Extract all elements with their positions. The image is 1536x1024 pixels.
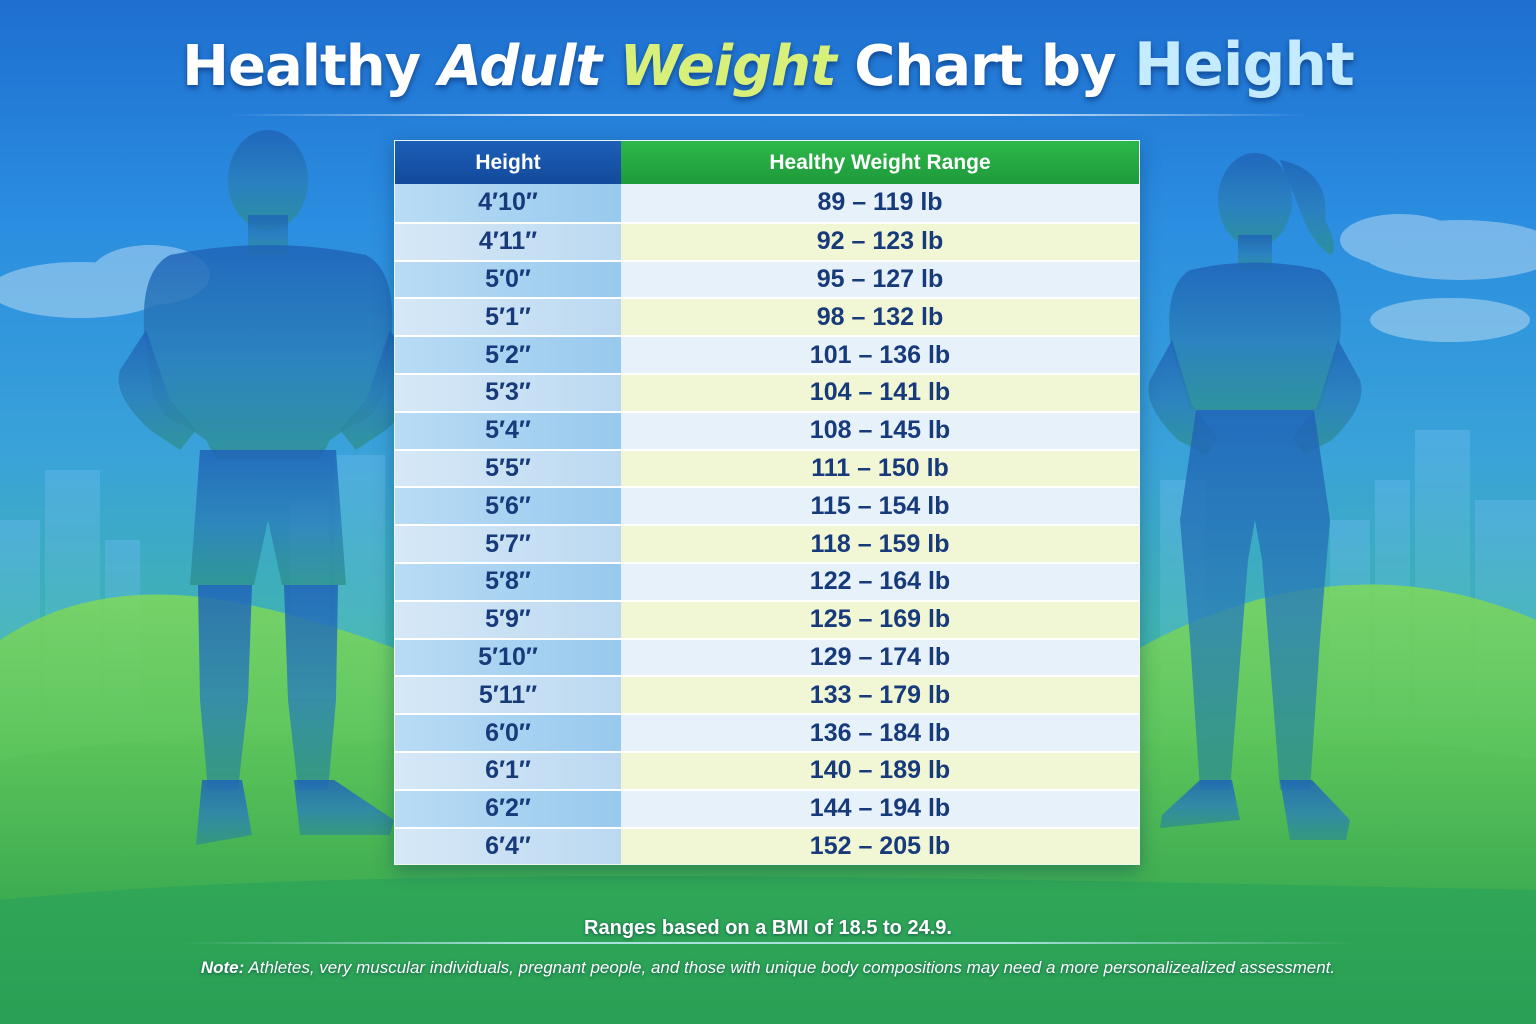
- height-cell: 5′9″: [395, 601, 621, 638]
- table-row: 5′5″ 111 – 150 lb: [395, 448, 1139, 487]
- weight-range-text: 144 – 194 lb: [809, 794, 951, 823]
- weight-table: Height Healthy Weight Range 4′10″ 89 – 11…: [394, 140, 1140, 866]
- note-text: Athletes, very muscular individuals, pre…: [244, 958, 1336, 977]
- weight-range-text: 115 – 154 lb: [810, 491, 950, 520]
- weight-range-text: 95 – 127 lb: [816, 264, 944, 293]
- height-cell: 5′0″: [395, 261, 621, 298]
- table-row: 5′3″ 104 – 141 lb: [395, 372, 1139, 411]
- table-row: 5′6″ 115 – 154 lb: [395, 486, 1139, 525]
- weight-range-cell: 152 – 205 lb: [621, 828, 1139, 865]
- table-body: 4′10″ 89 – 119 lb 4′11″ 92 – 123 lb 5′0″ 95 –…: [395, 184, 1139, 865]
- title-part-adult: Adult: [438, 34, 620, 99]
- weight-range-text: 129 – 174 lb: [809, 642, 951, 671]
- height-cell: 4′11″: [395, 223, 621, 260]
- weight-range-cell: 111 – 150 lb: [621, 450, 1139, 487]
- height-cell: 5′2″: [395, 337, 621, 373]
- weight-range-text: 92 – 123 lb: [816, 227, 944, 256]
- page-title: Healthy Adult Weight Chart by Height: [0, 30, 1536, 100]
- weight-range-cell: 101 – 136 lb: [621, 337, 1139, 373]
- height-cell: 4′10″: [395, 184, 621, 222]
- weight-range-text: 104 – 141 lb: [809, 378, 951, 407]
- table-header: Height Healthy Weight Range: [395, 141, 1139, 184]
- weight-range-cell: 115 – 154 lb: [621, 488, 1139, 525]
- height-cell: 6′2″: [395, 790, 621, 827]
- table-row: 5′9″ 125 – 169 lb: [395, 599, 1139, 638]
- footnote-divider: [180, 942, 1356, 944]
- table-row: 5′0″ 95 – 127 lb: [395, 259, 1139, 298]
- table-row: 4′11″ 92 – 123 lb: [395, 221, 1139, 260]
- weight-range-cell: 89 – 119 lb: [621, 184, 1139, 222]
- height-cell: 5′10″: [395, 639, 621, 676]
- weight-range-text: 125 – 169 lb: [809, 605, 951, 634]
- weight-range-cell: 92 – 123 lb: [621, 223, 1139, 260]
- weight-range-cell: 122 – 164 lb: [621, 563, 1139, 600]
- weight-range-text: 122 – 164 lb: [809, 567, 951, 596]
- title-part-height: Height: [1133, 30, 1355, 100]
- height-cell: 5′7″: [395, 526, 621, 562]
- weight-range-text: 152 – 205 lb: [809, 831, 951, 860]
- female-silhouette-icon: [1148, 153, 1362, 840]
- table-row: 4′10″ 89 – 119 lb: [395, 184, 1139, 222]
- note-label: Note:: [200, 958, 245, 977]
- height-cell: 6′0″: [395, 715, 621, 751]
- disclaimer-note: Note: Athletes, very muscular individual…: [0, 958, 1536, 978]
- table-row: 5′7″ 118 – 159 lb: [395, 524, 1139, 562]
- height-cell: 5′8″: [395, 563, 621, 600]
- title-part-chart-by: Chart by: [835, 34, 1134, 99]
- weight-range-cell: 118 – 159 lb: [621, 526, 1139, 562]
- table-row: 6′4″ 152 – 205 lb: [395, 826, 1139, 865]
- height-cell: 6′1″: [395, 752, 621, 789]
- column-header-height: Height: [395, 141, 621, 184]
- weight-range-text: 108 – 145 lb: [809, 416, 951, 445]
- height-cell: 6′4″: [395, 828, 621, 865]
- height-cell: 5′1″: [395, 299, 621, 336]
- table-row: 6′2″ 144 – 194 lb: [395, 788, 1139, 827]
- weight-range-cell: 140 – 189 lb: [621, 752, 1139, 789]
- column-header-weight-range: Healthy Weight Range: [621, 141, 1139, 184]
- weight-range-text: 133 – 179 lb: [809, 680, 951, 709]
- height-cell: 5′3″: [395, 374, 621, 411]
- height-cell: 5′11″: [395, 677, 621, 714]
- weight-range-text: 98 – 132 lb: [816, 302, 944, 331]
- weight-range-text: 101 – 136 lb: [809, 340, 951, 369]
- table-row: 5′11″ 133 – 179 lb: [395, 675, 1139, 714]
- table-row: 6′1″ 140 – 189 lb: [395, 750, 1139, 789]
- table-row: 5′1″ 98 – 132 lb: [395, 297, 1139, 336]
- weight-range-cell: 129 – 174 lb: [621, 639, 1139, 676]
- table-row: 5′4″ 108 – 145 lb: [395, 410, 1139, 449]
- height-cell: 5′6″: [395, 488, 621, 525]
- weight-range-cell: 136 – 184 lb: [621, 715, 1139, 751]
- title-part-healthy: Healthy: [182, 34, 439, 99]
- weight-range-cell: 125 – 169 lb: [621, 601, 1139, 638]
- weight-range-text: 118 – 159 lb: [810, 529, 950, 558]
- weight-range-cell: 98 – 132 lb: [621, 299, 1139, 336]
- weight-range-cell: 104 – 141 lb: [621, 374, 1139, 411]
- weight-range-text: 111 – 150 lb: [811, 453, 949, 482]
- title-divider: [230, 114, 1306, 116]
- weight-range-cell: 133 – 179 lb: [621, 677, 1139, 714]
- table-row: 5′8″ 122 – 164 lb: [395, 561, 1139, 600]
- bmi-footnote: Ranges based on a BMI of 18.5 to 24.9.: [584, 917, 952, 939]
- height-cell: 5′5″: [395, 450, 621, 487]
- weight-range-cell: 108 – 145 lb: [621, 412, 1139, 449]
- weight-range-cell: 95 – 127 lb: [621, 261, 1139, 298]
- title-part-weight: Weight: [619, 34, 837, 99]
- height-cell: 5′4″: [395, 412, 621, 449]
- weight-range-text: 140 – 189 lb: [809, 756, 951, 785]
- male-silhouette-icon: [118, 130, 418, 845]
- weight-range-text: 89 – 119 lb: [817, 188, 943, 217]
- table-row: 6′0″ 136 – 184 lb: [395, 713, 1139, 751]
- weight-range-text: 136 – 184 lb: [809, 718, 951, 747]
- table-row: 5′2″ 101 – 136 lb: [395, 335, 1139, 373]
- table-row: 5′10″ 129 – 174 lb: [395, 637, 1139, 676]
- weight-range-cell: 144 – 194 lb: [621, 790, 1139, 827]
